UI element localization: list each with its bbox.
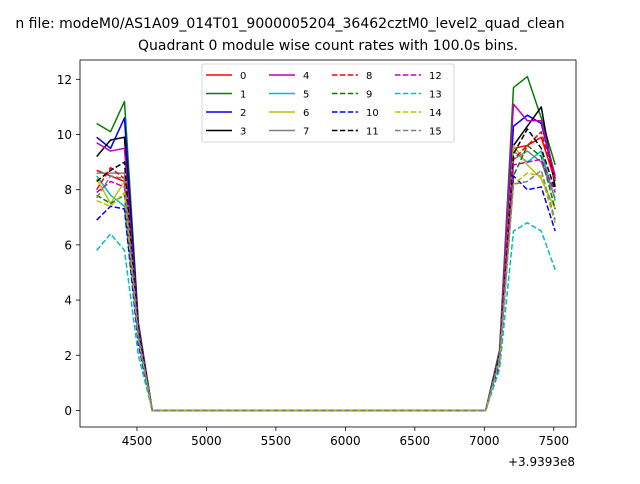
series-line-4 <box>96 103 556 412</box>
series-line-10 <box>96 175 556 412</box>
series-line-11 <box>96 128 556 412</box>
legend-label-13: 13 <box>429 90 442 101</box>
chart-title-line-2: Quadrant 0 module wise count rates with … <box>138 38 518 54</box>
series-line-0 <box>96 136 556 412</box>
series-line-5 <box>96 150 556 412</box>
x-offset-text: +3.9393e8 <box>508 455 575 469</box>
x-tick-label: 6000 <box>330 434 361 448</box>
legend-label-7: 7 <box>303 127 309 138</box>
x-tick-label: 7000 <box>469 434 500 448</box>
legend-label-1: 1 <box>240 90 246 101</box>
legend-label-15: 15 <box>429 127 442 138</box>
series-line-9 <box>96 144 556 412</box>
x-tick-label: 6500 <box>400 434 431 448</box>
y-tick-label: 12 <box>57 73 72 87</box>
legend-label-12: 12 <box>429 71 442 82</box>
legend-box <box>201 63 455 143</box>
series-line-13 <box>96 222 556 412</box>
series-line-3 <box>96 106 556 412</box>
legend-label-6: 6 <box>303 108 309 119</box>
legend-label-0: 0 <box>240 71 246 82</box>
legend-label-8: 8 <box>366 71 372 82</box>
y-tick-label: 4 <box>64 294 72 308</box>
legend-label-5: 5 <box>303 90 309 101</box>
legend-label-4: 4 <box>303 71 309 82</box>
chart-title-line-1: n file: modeM0/AS1A09_014T01_9000005204_… <box>15 16 564 32</box>
legend-label-11: 11 <box>366 127 379 138</box>
y-tick-label: 0 <box>64 404 72 418</box>
legend-label-14: 14 <box>429 108 442 119</box>
plot-frame <box>79 59 577 428</box>
series-line-7 <box>96 150 556 412</box>
x-tick-label: 5500 <box>261 434 292 448</box>
legend-label-9: 9 <box>366 90 372 101</box>
x-tick-label: 7500 <box>538 434 569 448</box>
y-tick-label: 8 <box>64 183 72 197</box>
plot-area <box>96 75 556 412</box>
x-tick-label: 5000 <box>191 434 222 448</box>
x-tick-label: 4500 <box>122 434 153 448</box>
y-tick-label: 2 <box>64 349 72 363</box>
series-line-6 <box>96 144 556 412</box>
series-line-8 <box>96 130 556 412</box>
legend-label-10: 10 <box>366 108 379 119</box>
series-line-14 <box>96 172 556 412</box>
series-line-12 <box>96 158 556 412</box>
y-tick-label: 6 <box>64 238 72 252</box>
legend-label-3: 3 <box>240 127 246 138</box>
series-line-15 <box>96 169 556 412</box>
y-tick-label: 10 <box>57 128 72 142</box>
series-line-2 <box>96 114 556 412</box>
legend-label-2: 2 <box>240 108 246 119</box>
